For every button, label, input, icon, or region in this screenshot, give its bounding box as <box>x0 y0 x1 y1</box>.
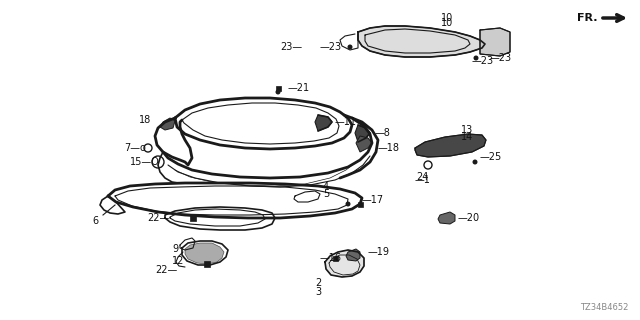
Text: —20: —20 <box>458 213 480 223</box>
Text: FR.: FR. <box>577 13 597 23</box>
Polygon shape <box>415 134 486 157</box>
Text: 9: 9 <box>172 244 178 254</box>
Polygon shape <box>355 125 370 142</box>
Bar <box>333 255 337 260</box>
Circle shape <box>348 44 353 50</box>
Text: 6: 6 <box>92 216 98 226</box>
Text: 4: 4 <box>323 182 329 192</box>
Polygon shape <box>358 26 485 57</box>
Text: —21: —21 <box>288 83 310 93</box>
Text: 10: 10 <box>441 18 453 28</box>
Bar <box>358 202 362 206</box>
Text: 23—: 23— <box>280 42 302 52</box>
Text: 12: 12 <box>172 256 184 266</box>
Text: —23: —23 <box>472 56 494 66</box>
Circle shape <box>346 202 351 206</box>
Text: —1: —1 <box>415 175 431 185</box>
Text: 22—: 22— <box>156 265 178 275</box>
Polygon shape <box>315 115 332 131</box>
Circle shape <box>472 159 477 164</box>
Text: —23: —23 <box>320 42 342 52</box>
Text: 5: 5 <box>323 189 329 199</box>
Polygon shape <box>346 249 360 261</box>
Text: —18: —18 <box>378 143 400 153</box>
Text: —23: —23 <box>490 53 512 63</box>
Text: —8: —8 <box>375 128 391 138</box>
Polygon shape <box>185 243 224 264</box>
Polygon shape <box>160 118 175 130</box>
Polygon shape <box>325 250 364 277</box>
Text: 10: 10 <box>441 13 453 23</box>
Bar <box>204 261 210 267</box>
Text: —19: —19 <box>368 247 390 257</box>
Text: 2: 2 <box>315 278 321 288</box>
Text: —11: —11 <box>335 117 357 127</box>
Text: —25: —25 <box>480 152 502 162</box>
Text: 7—o: 7—o <box>124 143 146 153</box>
Circle shape <box>474 55 479 60</box>
Text: —16: —16 <box>320 253 342 263</box>
Bar <box>190 215 196 221</box>
Text: 14: 14 <box>461 132 473 142</box>
Polygon shape <box>356 136 372 152</box>
Text: 18: 18 <box>139 115 151 125</box>
Circle shape <box>275 90 280 94</box>
Text: 13: 13 <box>461 125 473 135</box>
Text: TZ34B4652: TZ34B4652 <box>580 303 628 312</box>
Text: 24: 24 <box>416 172 428 182</box>
Text: 22—: 22— <box>148 213 170 223</box>
Polygon shape <box>480 28 510 56</box>
Text: 15—O: 15—O <box>130 157 160 167</box>
Text: 3: 3 <box>315 287 321 297</box>
Bar <box>275 85 280 91</box>
Text: —17: —17 <box>362 195 384 205</box>
Polygon shape <box>438 212 455 224</box>
